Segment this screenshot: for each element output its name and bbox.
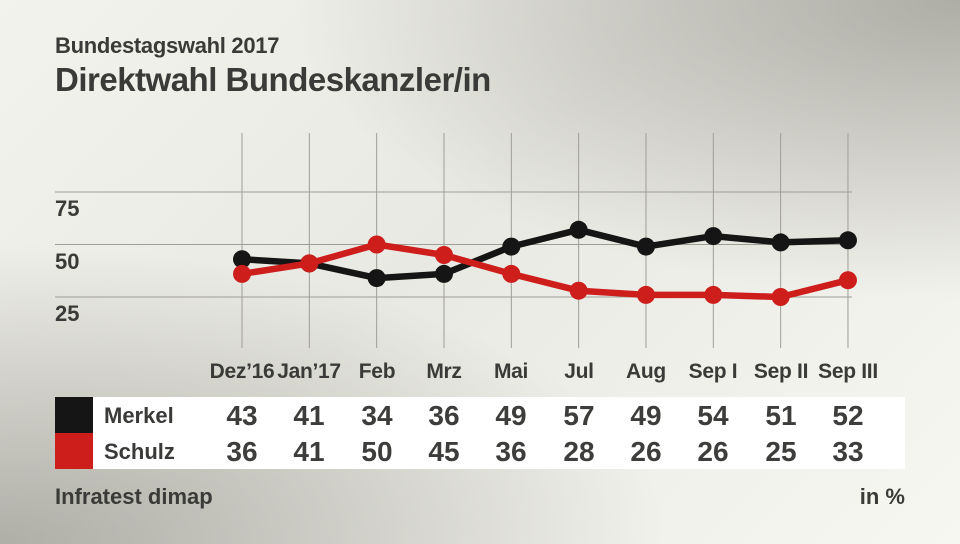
series-label-merkel: Merkel [104,403,174,428]
y-tick-label: 25 [55,301,80,326]
x-axis-label: Sep II [753,360,809,383]
series-line-schulz [238,241,852,301]
x-axis-label: Sep I [688,360,738,383]
results-table [93,397,905,469]
x-axis-label: Feb [358,360,396,383]
data-point-schulz [636,285,655,304]
merkel-value: 51 [765,400,797,431]
data-point-schulz [233,264,251,283]
schulz-value: 26 [630,436,662,467]
chart-title: Direktwahl Bundeskanzler/in [55,61,491,98]
data-point-schulz [569,281,588,300]
data-point-merkel [434,264,453,283]
schulz-value: 41 [293,436,325,467]
data-point-merkel [502,237,521,256]
y-tick-label: 75 [55,196,80,221]
schulz-value: 25 [765,436,797,467]
data-point-merkel [300,254,319,273]
y-tick-label: 50 [55,249,80,274]
schulz-value: 50 [361,436,393,467]
merkel-value: 57 [563,400,595,431]
schulz-value: 36 [226,436,258,467]
merkel-value: 34 [361,400,393,431]
schulz-value: 26 [697,436,729,467]
chart-kicker: Bundestagswahl 2017 [55,33,280,58]
data-point-merkel [838,231,857,250]
source-label: Infratest dimap [55,484,213,509]
merkel-value: 49 [495,400,527,431]
x-axis-label: Mrz [426,360,462,383]
unit-label: in % [859,484,905,509]
x-axis-label: Sep III [818,360,878,383]
data-point-schulz [704,285,723,304]
data-point-merkel [233,250,251,269]
data-point-schulz [300,254,319,273]
data-point-merkel [367,269,386,288]
schulz-value: 28 [563,436,595,467]
data-point-schulz [367,235,386,254]
data-point-merkel [704,227,723,246]
data-point-schulz [502,264,521,283]
x-axis-label: Mai [493,360,529,383]
schulz-color-swatch [55,433,93,469]
merkel-value: 43 [226,400,258,431]
merkel-color-swatch [55,397,93,433]
series-label-schulz: Schulz [104,439,175,464]
merkel-value: 52 [832,400,864,431]
series-line-merkel [238,226,852,282]
merkel-value: 36 [428,400,460,431]
schulz-value: 36 [495,436,527,467]
merkel-value: 54 [697,400,729,431]
data-point-merkel [636,237,655,256]
schulz-value: 45 [428,436,460,467]
data-point-schulz [434,246,453,264]
x-axis-label: Jul [564,360,594,383]
x-axis-label: Dez’16 [209,360,275,383]
merkel-value: 41 [293,400,325,431]
schulz-value: 33 [832,436,864,467]
data-point-merkel [771,233,790,252]
x-axis-label: Aug [626,360,666,383]
data-point-merkel [569,220,588,239]
x-axis-label: Jan’17 [277,360,341,383]
data-point-schulz [771,288,790,306]
data-point-schulz [838,271,857,290]
merkel-value: 49 [630,400,662,431]
